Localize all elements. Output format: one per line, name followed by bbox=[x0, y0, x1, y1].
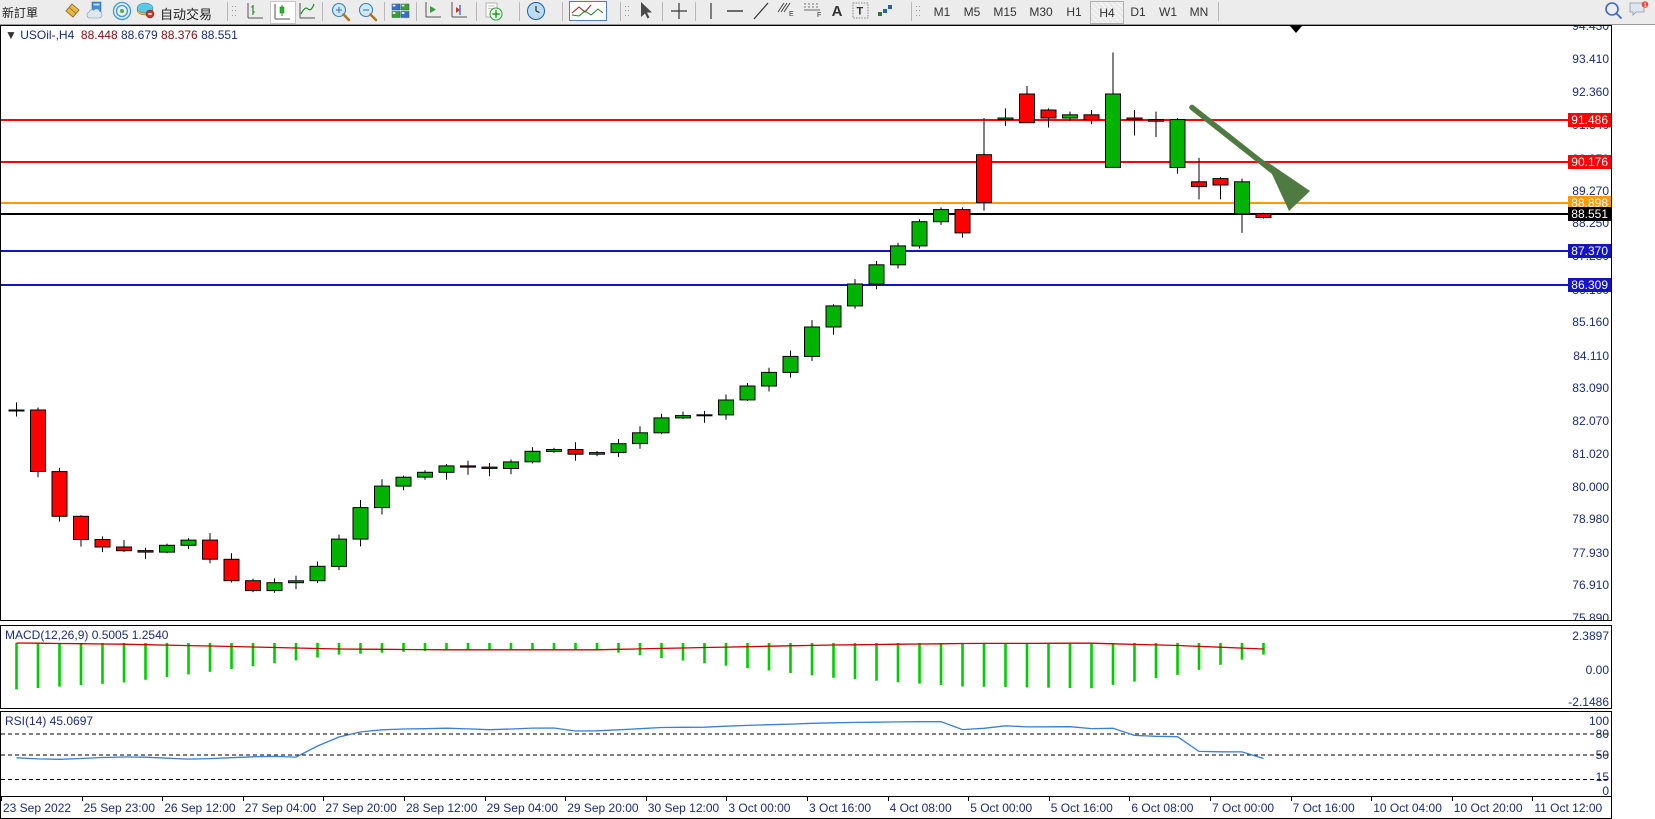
svg-text:T: T bbox=[857, 6, 864, 18]
svg-text:1: 1 bbox=[1644, 2, 1647, 8]
svg-text:F: F bbox=[817, 12, 821, 19]
svg-text:E: E bbox=[789, 11, 794, 18]
